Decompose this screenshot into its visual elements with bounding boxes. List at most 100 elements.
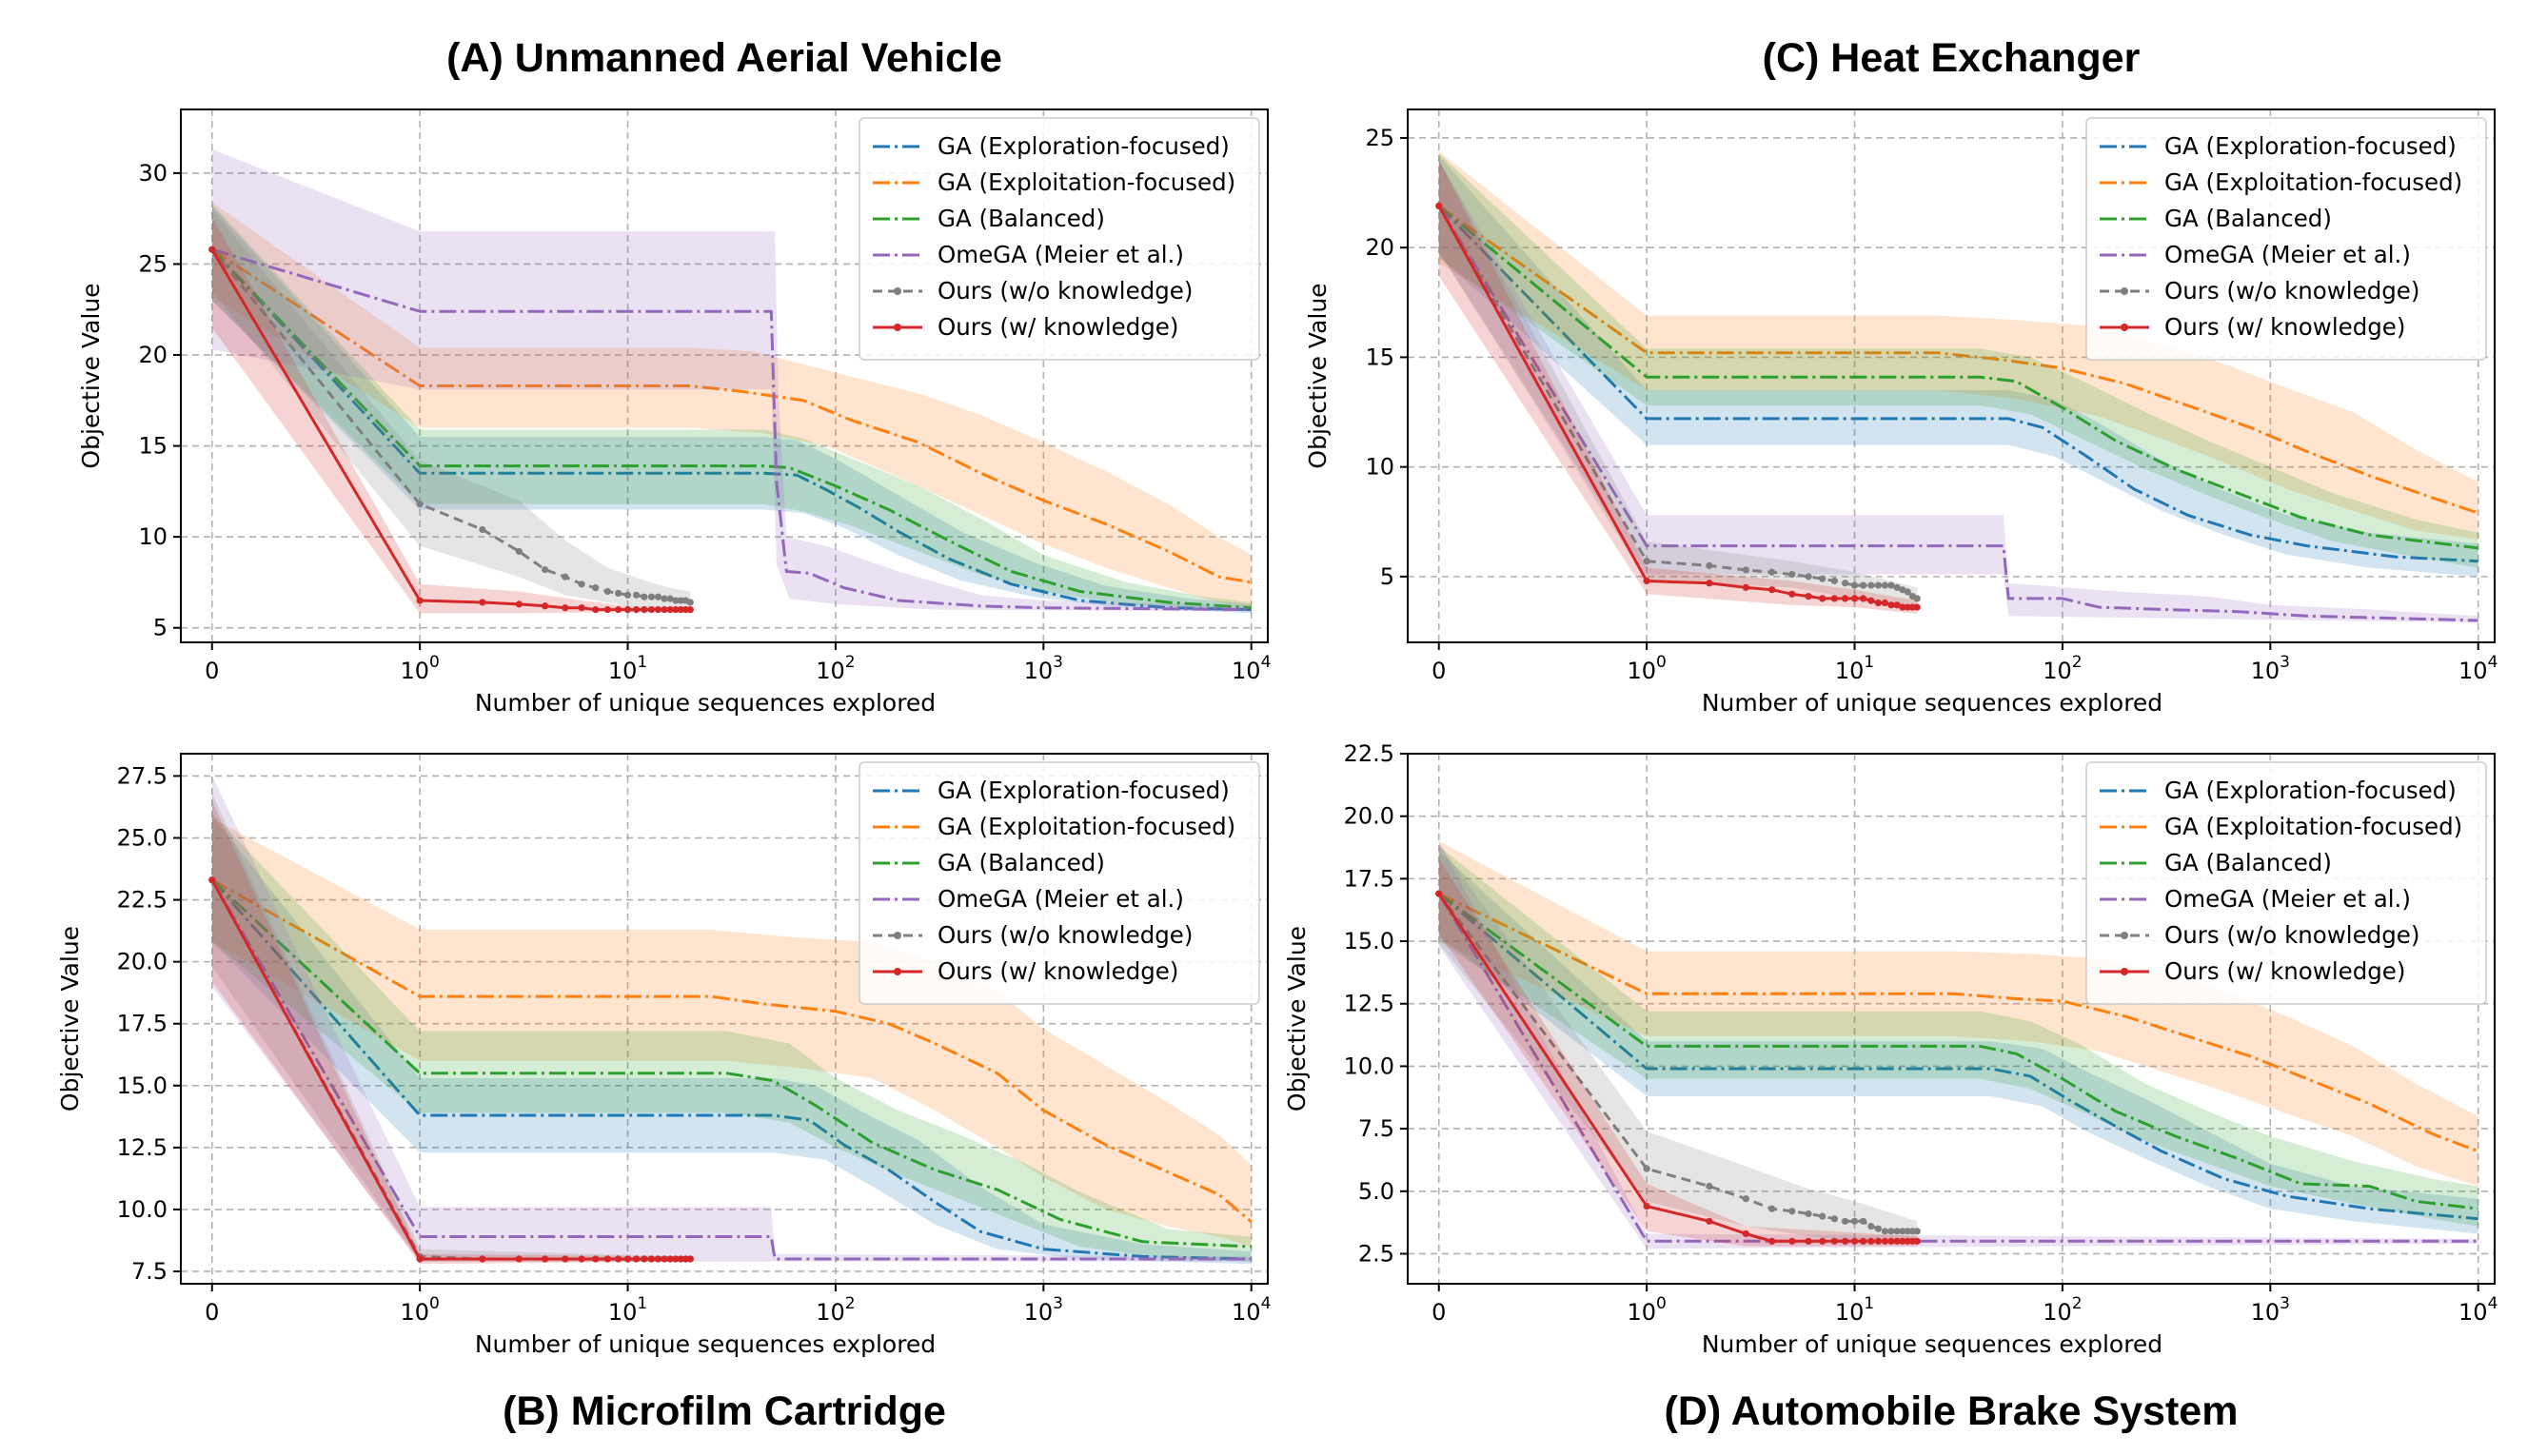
x-tick-label: 104	[1232, 1294, 1271, 1326]
data-point	[661, 605, 668, 614]
series-line	[1437, 205, 2478, 563]
data-point	[603, 587, 611, 596]
legend-label: GA (Balanced)	[2164, 849, 2332, 876]
tick-base: 10	[1627, 1299, 1656, 1326]
data-point	[1893, 1237, 1901, 1245]
data-point	[479, 599, 486, 606]
legend-item: OmeGA (Meier et al.)	[2100, 241, 2411, 268]
data-point	[677, 605, 684, 614]
legend-marker	[894, 287, 901, 295]
confidence-band	[1438, 155, 2478, 577]
series-line	[210, 878, 1252, 1261]
legend-label: GA (Exploration-focused)	[2164, 132, 2457, 160]
data-point	[632, 591, 641, 599]
data-point	[1788, 590, 1796, 598]
legend-item: GA (Exploitation-focused)	[2100, 168, 2462, 196]
confidence-band	[1438, 153, 2478, 568]
legend-label: GA (Exploration-focused)	[938, 132, 1230, 160]
data-point	[672, 1255, 680, 1263]
chart-title: (D) Automobile Brake System	[1665, 1388, 2239, 1434]
data-point	[1805, 1210, 1812, 1218]
legend-label: Ours (w/o knowledge)	[2164, 921, 2419, 949]
y-tick-label: 10.0	[117, 1196, 168, 1223]
data-point	[1887, 581, 1895, 589]
data-point	[1904, 1237, 1911, 1245]
y-tick-label: 22.5	[117, 887, 168, 914]
series-line	[1437, 892, 2478, 1221]
x-tick-label: 101	[1835, 1294, 1874, 1326]
data-point	[647, 605, 656, 614]
chart-title: (A) Unmanned Aerial Vehicle	[446, 35, 1002, 81]
legend-label: GA (Exploration-focused)	[2164, 777, 2457, 804]
legend-item: GA (Exploitation-focused)	[873, 813, 1235, 840]
series-3	[1437, 153, 2478, 568]
series-1	[1437, 155, 2478, 577]
legend-label: Ours (w/ knowledge)	[2164, 957, 2405, 985]
data-point	[1742, 1230, 1749, 1238]
legend-label: GA (Balanced)	[938, 205, 1105, 232]
data-point	[1893, 601, 1901, 609]
confidence-band	[211, 817, 1252, 1247]
legend-box	[859, 761, 1260, 1005]
legend-label: OmeGA (Meier et al.)	[938, 241, 1184, 268]
tick-exponent: 4	[2488, 653, 2498, 672]
data-point	[416, 1255, 424, 1263]
data-point	[592, 605, 600, 614]
data-point	[1805, 573, 1812, 580]
data-point	[578, 580, 585, 588]
confidence-band	[1438, 160, 1918, 614]
y-tick-label: 15	[1365, 344, 1394, 370]
series-4	[1437, 160, 2478, 623]
legend-marker	[2121, 932, 2128, 939]
tick-exponent: 2	[2072, 1294, 2083, 1313]
x-tick-label: 102	[2043, 653, 2082, 684]
y-tick-label: 12.5	[117, 1134, 168, 1161]
series-3	[210, 204, 1252, 612]
legend-item: Ours (w/o knowledge)	[873, 277, 1193, 305]
data-point	[641, 605, 648, 614]
series-2	[211, 817, 1253, 1247]
y-tick-label: 20.0	[1344, 803, 1394, 830]
x-tick-label: 100	[1627, 653, 1666, 684]
legend-label: Ours (w/ knowledge)	[2164, 313, 2405, 341]
legend-item: Ours (w/ knowledge)	[2100, 313, 2405, 341]
legend-item: Ours (w/ knowledge)	[873, 957, 1178, 985]
data-point	[1899, 586, 1906, 594]
data-point	[623, 591, 632, 599]
legend-item: OmeGA (Meier et al.)	[2100, 885, 2411, 913]
series-2	[1437, 150, 2479, 540]
data-point	[614, 605, 622, 614]
legend-item: GA (Exploration-focused)	[873, 777, 1230, 804]
data-point	[1830, 595, 1838, 602]
tick-exponent: 3	[1053, 653, 1063, 672]
tick-base: 10	[2043, 658, 2072, 684]
data-point	[1742, 566, 1749, 574]
y-tick-label: 17.5	[117, 1011, 168, 1037]
confidence-band	[1438, 846, 2478, 1227]
data-point	[1859, 595, 1867, 602]
legend-marker	[2121, 287, 2128, 295]
axes-frame	[1407, 108, 2496, 643]
legend-label: GA (Balanced)	[938, 849, 1105, 876]
legend-label: GA (Exploitation-focused)	[938, 813, 1235, 840]
data-point	[542, 1255, 549, 1263]
y-tick-label: 25	[138, 250, 168, 277]
series-4	[211, 149, 1252, 612]
legend-label: GA (Balanced)	[2164, 205, 2332, 232]
legend-item: Ours (w/ knowledge)	[2100, 957, 2405, 985]
tick-base: 10	[608, 658, 638, 684]
legend: GA (Exploration-focused) GA (Exploitation…	[859, 761, 1260, 1005]
data-point	[1742, 583, 1749, 591]
data-point	[208, 876, 216, 884]
chart-panel-d: (D) Automobile Brake System 2.5 5.0 7.5 10.0…	[1283, 740, 2498, 1434]
data-point	[1904, 603, 1911, 611]
data-point	[1893, 1228, 1901, 1235]
data-point	[1850, 595, 1859, 602]
x-tick-label: 0	[205, 1299, 219, 1326]
data-point	[515, 547, 523, 556]
plot-area	[208, 776, 1253, 1265]
series-6	[208, 216, 694, 614]
data-point	[1805, 1237, 1812, 1245]
axes-frame	[1407, 753, 2496, 1285]
plot-area	[1435, 841, 2479, 1249]
